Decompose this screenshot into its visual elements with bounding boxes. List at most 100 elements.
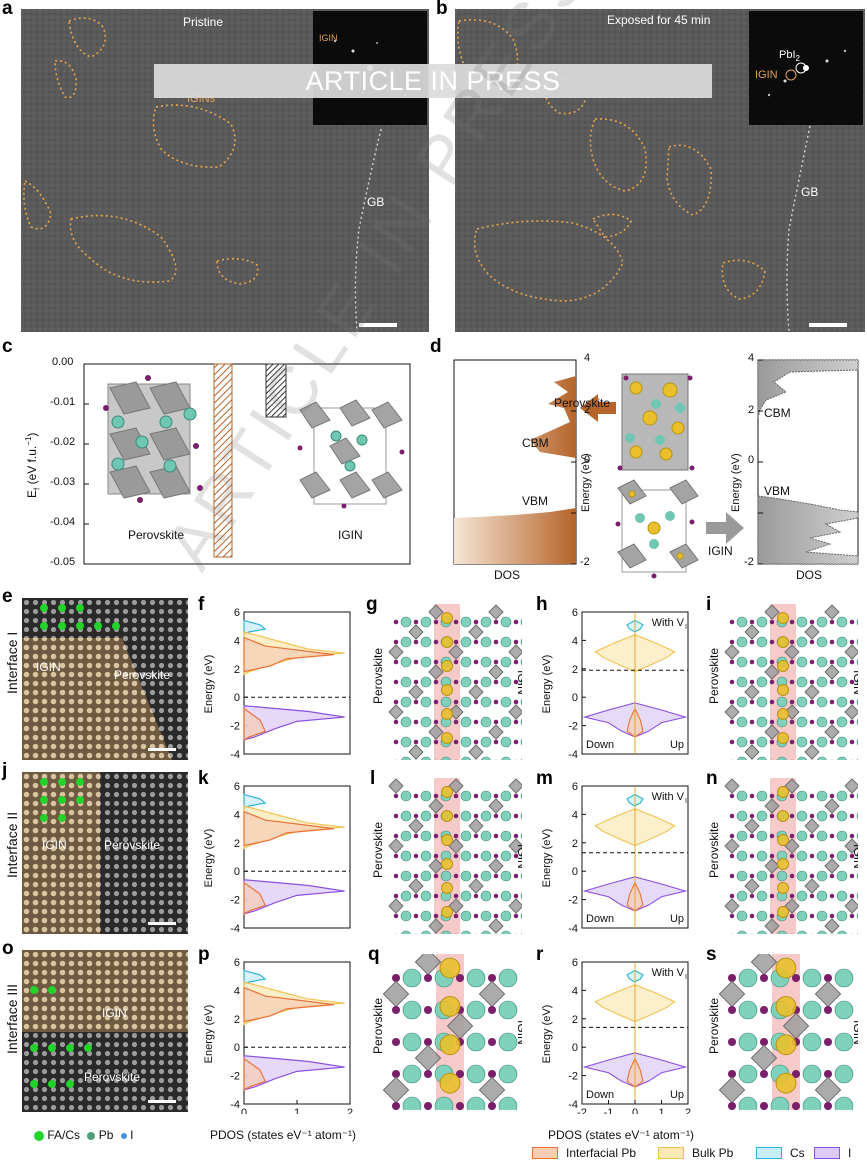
arrow-to-igin — [706, 512, 744, 544]
structure-perovskite-label: Perovskite — [372, 822, 385, 878]
c-ylabel: Ef (eV f.u.−1) — [24, 433, 41, 498]
pdos-h-ytick-5: -4 — [568, 749, 578, 761]
pdos-r-xtick-1: -1 — [604, 1107, 614, 1114]
structure-perovskite-label: Perovskite — [708, 998, 721, 1054]
energy-chart-c-svg — [83, 363, 411, 565]
panel-label-o: o — [2, 938, 14, 959]
pdos-m-ytick-4: -2 — [568, 895, 578, 907]
pdos-k-ytick-3: 0 — [234, 866, 240, 878]
c-ytick-4: -0.04 — [50, 516, 76, 528]
pdos-m-down: Down — [586, 913, 614, 925]
pdos-h-ylabel: Energy (eV) — [541, 655, 553, 714]
dos-right-curve — [757, 359, 859, 419]
legend-i: I — [848, 1146, 852, 1160]
bar-igin — [265, 363, 287, 418]
panel-label-e: e — [2, 586, 13, 607]
structure-s: Perovskite IGIN — [707, 948, 865, 1116]
legend-interfacial-pb: Interfacial Pb — [566, 1146, 637, 1160]
pdos-k-intpb-vb — [243, 881, 267, 915]
dos-left-curve — [454, 360, 576, 564]
panel-label-c: c — [2, 336, 13, 357]
panel-label-h: h — [536, 594, 548, 615]
pdos-r-up: Up — [670, 1089, 684, 1101]
pdos-h-ytick-0: 6 — [572, 607, 578, 619]
pdos-r-ytick-0: 6 — [572, 957, 578, 969]
energy-chart-c: 0.00 -0.01 -0.02 -0.03 -0.04 -0.05 Ef (e… — [0, 348, 420, 578]
pdos-m-ytick-0: 6 — [572, 781, 578, 793]
fft-igin-tag-b: IGIN — [755, 69, 778, 81]
pdos-h-ytick-3: 0 — [572, 692, 578, 704]
panel-label-b: b — [436, 0, 448, 19]
micrograph-b: Exposed for 45 min GB PbI2 IGIN — [455, 9, 865, 332]
pdos-p-ytick-0: 6 — [234, 957, 240, 969]
pdos-f-ytick-0: 6 — [234, 607, 240, 619]
c-ytick-3: -0.03 — [50, 476, 76, 488]
pdos-xlabel-right: PDOS (states eV⁻¹ atom⁻¹) — [548, 1128, 695, 1142]
pdos-p-ytick-1: 4 — [234, 985, 240, 997]
pdos-k-intpb-band — [243, 810, 335, 847]
fa-cs-dot-icon — [34, 1130, 44, 1141]
pdos-p-xtick-1: 1 — [294, 1107, 300, 1114]
atom-legend-fa-cs: FA/Cs — [47, 1128, 81, 1142]
pdos-vi-plot-h: 6 4 2 0 -2 -4 Energy (eV) With V I Down Up — [538, 604, 698, 764]
pdos-k-ytick-4: -2 — [230, 895, 240, 907]
row-label-interface-2: Interface II — [4, 811, 20, 878]
structure-igin-label: IGIN — [515, 1020, 522, 1045]
pdos-h-with-v: With V — [652, 617, 685, 629]
d-cbm-left: CBM — [522, 436, 549, 450]
pdos-r-down: Down — [586, 1089, 614, 1101]
structure-perovskite-label: Perovskite — [372, 998, 385, 1054]
pdos-m-ylabel: Energy (eV) — [541, 829, 553, 888]
dos-panel-d: Perovskite CBM VBM DOS Energy (eV) 4 2 0… — [430, 348, 867, 584]
d-tick-r-2: 2 — [748, 404, 755, 416]
micrograph-a: Pristine IGINs GB IGIN — [21, 9, 429, 332]
pdos-vi-plot-m: 6 4 2 0 -2 -4 Energy (eV) With V I Down Up — [538, 778, 698, 938]
pdos-p-xtick-2: 2 — [347, 1107, 353, 1114]
legend-swatch-i — [814, 1147, 840, 1159]
structure-perovskite-label: Perovskite — [708, 648, 721, 704]
d-dos-right: DOS — [796, 568, 823, 582]
pdos-f-ylabel: Energy (eV) — [203, 655, 215, 714]
structure-perovskite-label: Perovskite — [708, 822, 721, 878]
pdos-p-intpb-vb — [243, 1057, 267, 1091]
haadf-e: IGIN Perovskite — [22, 598, 188, 760]
pdos-h-ytick-1: 4 — [572, 635, 578, 647]
d-tick-l-0: 0 — [584, 454, 591, 466]
panel-label-d: d — [430, 336, 442, 357]
pdos-m-ytick-2: 2 — [572, 838, 578, 850]
legend-swatch-cs — [756, 1147, 782, 1159]
c-ytick-2: -0.02 — [50, 436, 76, 448]
article-in-press-banner: ARTICLE IN PRESS — [154, 64, 712, 98]
pdos-m-with-v-sub: I — [685, 798, 687, 805]
tag-gb-a: GB — [367, 195, 385, 209]
title-pristine: Pristine — [183, 15, 224, 29]
panel-label-k: k — [198, 768, 209, 789]
pdos-plot-f: 6 4 2 0 -2 -4 Energy (eV) — [200, 604, 360, 764]
j-igin: IGIN — [42, 838, 67, 852]
structure-g: Perovskite IGIN — [371, 604, 532, 768]
pdos-f-ytick-2: 2 — [234, 664, 240, 676]
pdos-p-ytick-4: -2 — [230, 1071, 240, 1083]
pdos-f-ytick-4: -2 — [230, 721, 240, 733]
dos-panel-d-svg — [453, 359, 859, 579]
row-label-interface-3: Interface III — [4, 983, 20, 1054]
atom-legend-i: I — [130, 1128, 134, 1142]
pdos-m-up: Up — [670, 913, 684, 925]
pdos-k-ytick-5: -4 — [230, 923, 240, 935]
pb-dot-icon — [87, 1131, 96, 1140]
structure-igin-label: IGIN — [851, 670, 858, 695]
panel-label-m: m — [536, 768, 553, 789]
pdos-plot-p: 6 4 2 0 -2 -4 Energy (eV) 0 1 2 — [200, 954, 360, 1119]
title-exposed: Exposed for 45 min — [607, 13, 711, 27]
pdos-p-intpb-band — [243, 986, 335, 1023]
d-tick-r-0: 0 — [748, 454, 755, 466]
pdos-f-ytick-5: -4 — [230, 749, 240, 761]
pdos-k-ytick-0: 6 — [234, 781, 240, 793]
pdos-k-ytick-1: 4 — [234, 809, 240, 821]
o-igin: IGIN — [102, 1006, 127, 1020]
pdos-h-ytick-2: 2 — [572, 664, 578, 676]
c-ylabel-sup: −1 — [24, 436, 33, 446]
row-label-interface-1: Interface I — [4, 631, 20, 694]
panel-label-i: i — [706, 594, 712, 615]
pdos-f-ytick-1: 4 — [234, 635, 240, 647]
